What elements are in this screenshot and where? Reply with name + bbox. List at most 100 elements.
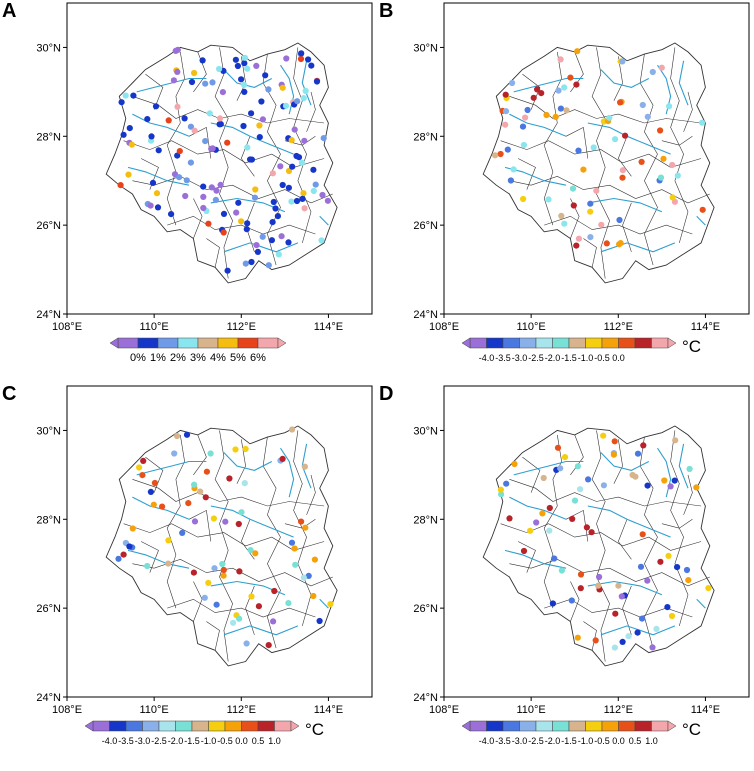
legend-swatch <box>634 337 652 349</box>
station-marker <box>298 159 305 166</box>
station-marker <box>610 451 617 458</box>
station-marker <box>211 565 218 572</box>
station-marker <box>568 597 575 604</box>
station-marker <box>238 76 245 83</box>
legend-swatch <box>217 337 239 349</box>
county-boundary <box>500 140 702 168</box>
legend-swatch <box>208 720 226 732</box>
station-marker <box>316 617 323 625</box>
legend-unit: °C <box>305 720 324 739</box>
station-marker <box>272 205 279 212</box>
legend-min-arrow <box>84 720 94 732</box>
station-marker <box>570 202 577 209</box>
station-marker <box>311 556 318 563</box>
station-marker <box>288 198 295 205</box>
legend-swatch <box>502 720 520 732</box>
river-line <box>127 549 190 569</box>
station-marker <box>639 531 646 538</box>
station-marker <box>619 174 626 181</box>
lon-tick-label: 112°E <box>227 321 256 333</box>
legend-swatch <box>601 720 619 732</box>
station-marker <box>573 242 580 249</box>
legend-label: 1.0 <box>268 736 281 746</box>
station-marker <box>147 202 154 209</box>
lat-tick-label: 30°N <box>36 425 61 437</box>
legend-swatch <box>651 337 669 349</box>
county-boundary <box>613 439 623 484</box>
station-marker <box>557 105 564 112</box>
legend-label: -0.5 <box>594 353 610 363</box>
station-marker <box>173 432 181 440</box>
station-marker <box>551 555 558 562</box>
station-marker <box>574 463 581 470</box>
county-boundary <box>140 541 159 573</box>
legend-label: -1.5 <box>561 736 577 746</box>
county-boundary <box>661 519 693 529</box>
station-marker <box>220 566 227 574</box>
county-boundary <box>123 140 325 168</box>
station-marker <box>685 577 692 584</box>
county-boundary <box>517 158 536 190</box>
station-marker <box>520 195 527 203</box>
legend-swatch <box>469 720 487 732</box>
county-boundary <box>306 91 316 132</box>
legend-label: -4.0 <box>479 353 495 363</box>
county-boundary <box>570 434 584 476</box>
county-boundary <box>583 238 597 268</box>
station-marker <box>658 64 665 71</box>
station-marker <box>236 568 243 575</box>
station-marker <box>207 450 214 457</box>
river-line <box>301 60 312 106</box>
county-boundary <box>670 430 689 626</box>
legend-unit: °C <box>682 337 701 356</box>
station-marker <box>256 122 263 129</box>
station-marker <box>230 619 237 626</box>
station-marker <box>672 437 679 444</box>
station-marker <box>534 86 541 93</box>
station-marker <box>130 92 137 99</box>
legend-label: -3.0 <box>512 353 528 363</box>
station-marker <box>220 210 228 217</box>
station-marker <box>259 233 266 240</box>
station-marker <box>213 187 220 194</box>
station-marker <box>220 572 227 579</box>
legend-swatch <box>157 337 179 349</box>
legend-swatch <box>92 720 110 732</box>
station-marker <box>587 234 594 241</box>
river-line <box>136 460 207 476</box>
station-marker <box>279 455 286 462</box>
station-marker <box>176 174 183 181</box>
station-marker <box>147 488 154 495</box>
station-marker <box>668 612 676 620</box>
legend-label: -2.5 <box>151 736 167 746</box>
station-marker <box>268 237 275 244</box>
station-marker <box>165 117 172 124</box>
station-marker <box>170 77 177 84</box>
legend-swatch <box>601 337 619 349</box>
stations <box>497 432 712 651</box>
county-boundary <box>509 96 702 124</box>
station-marker <box>200 183 207 190</box>
station-marker <box>202 138 209 145</box>
legend-swatch <box>519 337 537 349</box>
map-panel-c: C 108°E 110°E 112°E 114°E 24°N 26°N 28°N 30°N -4… <box>0 383 377 766</box>
stations <box>115 426 334 649</box>
county-boundary <box>509 479 702 507</box>
station-marker <box>644 113 651 120</box>
legend-swatch <box>197 337 219 349</box>
station-marker <box>590 144 597 151</box>
lon-tick-label: 110°E <box>140 704 169 716</box>
county-boundary <box>617 519 632 560</box>
county-boundary <box>543 51 562 226</box>
station-marker <box>291 126 298 133</box>
legend-swatch <box>552 337 570 349</box>
river-line <box>678 443 689 489</box>
lat-tick-label: 26°N <box>36 603 61 615</box>
station-marker <box>202 80 209 87</box>
station-marker <box>587 200 594 207</box>
station-marker <box>657 558 664 565</box>
station-marker <box>200 193 207 200</box>
lon-tick-label: 114°E <box>691 704 720 716</box>
legend-swatch <box>142 720 160 732</box>
station-marker <box>634 450 642 457</box>
